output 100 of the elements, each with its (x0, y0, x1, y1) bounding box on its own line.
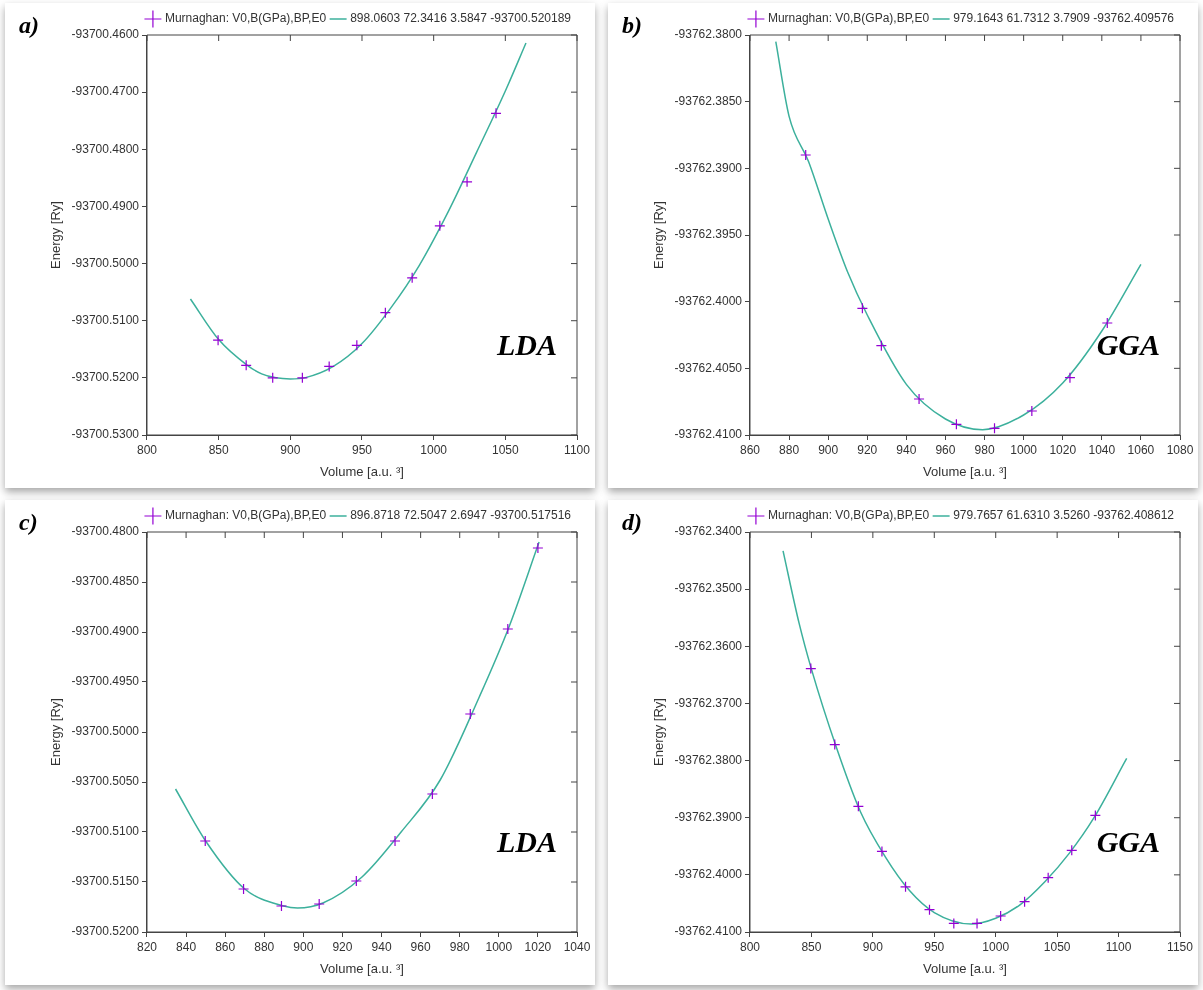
point (237, 883, 250, 895)
point (267, 372, 279, 384)
point (829, 738, 841, 751)
y-tick-label: -93762.4000 (674, 867, 743, 882)
x-tick-label: 1040 (1088, 442, 1116, 457)
x-tick-label: 980 (449, 939, 471, 954)
legend-label: 979.7657 61.6310 3.5260 -93762.408612 (953, 508, 1175, 523)
point (490, 107, 502, 119)
y-tick-label: -93762.3400 (674, 524, 743, 539)
y-tick-label: -93700.5050 (71, 774, 140, 789)
legend-label: Murnaghan: V0,B(GPa),BP,E0 (164, 508, 327, 523)
point (800, 149, 812, 161)
legend-label: Murnaghan: V0,B(GPa),BP,E0 (164, 11, 327, 26)
text: d) (622, 509, 642, 536)
y-tick-label: -93700.4900 (71, 624, 140, 639)
point (1042, 872, 1054, 884)
text: b) (622, 12, 642, 39)
point (461, 176, 473, 188)
x-tick-label: 940 (896, 442, 917, 457)
point (406, 272, 418, 284)
legend-label: 898.0603 72.3416 3.5847 -93700.520189 (350, 11, 572, 26)
point (199, 835, 211, 847)
x-tick-label: 880 (254, 939, 275, 954)
y-tick-label: -93700.4600 (71, 27, 140, 42)
x-tick-label: 860 (215, 939, 236, 954)
y-tick-label: -93700.4950 (71, 674, 140, 689)
y-tick-label: -93700.5200 (71, 924, 140, 939)
point (899, 881, 912, 893)
x-tick-label: 1050 (491, 442, 519, 457)
point (950, 418, 962, 430)
x-tick-label: 820 (136, 939, 158, 954)
point (805, 662, 817, 675)
point (923, 904, 936, 916)
point (1026, 405, 1038, 417)
point (350, 875, 362, 887)
y-tick-label: -93762.3600 (674, 638, 743, 653)
x-tick-label: 1040 (563, 939, 591, 954)
x-tick-label: 1000 (982, 939, 1010, 954)
y-tick-label: -93762.3950 (674, 227, 743, 242)
y-tick-label: -93762.4100 (674, 427, 743, 442)
y-tick-label: -93762.3800 (674, 752, 743, 767)
point (995, 910, 1007, 922)
point (876, 845, 888, 858)
text: c) (19, 509, 38, 536)
point (1089, 809, 1101, 822)
x-tick-label: 880 (779, 442, 800, 457)
x-tick-label: 920 (332, 939, 353, 954)
point (313, 898, 325, 910)
y-tick-label: -93700.5200 (71, 370, 140, 385)
x-tick-label: 940 (371, 939, 392, 954)
text: a) (19, 12, 39, 39)
legend-label: Murnaghan: V0,B(GPa),BP,E0 (767, 508, 930, 523)
x-tick-label: 1050 (1043, 939, 1071, 954)
point (389, 835, 401, 847)
point (1064, 372, 1076, 384)
x-tick-label: 950 (351, 442, 373, 457)
x-tick-label: 1020 (1049, 442, 1077, 457)
annotation: LDA (496, 825, 557, 858)
y-tick-label: -93700.5000 (71, 724, 140, 739)
y-tick-label: -93762.3800 (674, 27, 743, 42)
x-tick-label: 900 (862, 939, 884, 954)
x-tick-label: 800 (739, 939, 761, 954)
y-axis-title: Energy [Ry] (651, 698, 667, 766)
annotation: LDA (496, 328, 557, 361)
x-tick-label: 1000 (420, 442, 448, 457)
x-tick-label: 1080 (1166, 442, 1194, 457)
y-axis-title: Energy [Ry] (651, 201, 667, 269)
x-tick-label: 980 (974, 442, 995, 457)
point (426, 788, 438, 800)
y-tick-label: -93762.4100 (674, 924, 743, 939)
x-tick-label: 850 (208, 442, 229, 457)
x-axis-title: Volume [a.u. ³] (923, 960, 1007, 976)
x-tick-label: 950 (924, 939, 945, 954)
y-tick-label: -93700.5100 (71, 313, 140, 328)
x-axis-title: Volume [a.u. ³] (923, 463, 1007, 479)
point (1066, 844, 1078, 856)
point (856, 302, 868, 314)
x-tick-label: 1020 (524, 939, 552, 954)
y-tick-label: -93700.5150 (71, 874, 140, 889)
x-tick-label: 1100 (1105, 939, 1132, 954)
x-axis-title: Volume [a.u. ³] (320, 463, 404, 479)
x-tick-label: 960 (410, 939, 431, 954)
y-tick-label: -93700.5300 (71, 427, 140, 442)
legend-label: 979.1643 61.7312 3.7909 -93762.409576 (953, 11, 1175, 26)
x-tick-label: 860 (739, 442, 761, 457)
x-tick-label: 1000 (485, 939, 513, 954)
x-tick-label: 1060 (1127, 442, 1155, 457)
y-tick-label: -93762.4050 (674, 360, 743, 375)
point (296, 372, 308, 384)
y-tick-label: -93762.3500 (674, 581, 743, 596)
point (434, 220, 446, 232)
point (275, 900, 288, 912)
point (852, 800, 864, 812)
annotation: GGA (1096, 825, 1160, 858)
point (532, 542, 544, 554)
point (240, 359, 252, 371)
x-tick-label: 800 (136, 442, 158, 457)
y-tick-label: -93762.3900 (674, 160, 743, 175)
annotation: GGA (1096, 328, 1160, 361)
x-tick-label: 1000 (1010, 442, 1038, 457)
